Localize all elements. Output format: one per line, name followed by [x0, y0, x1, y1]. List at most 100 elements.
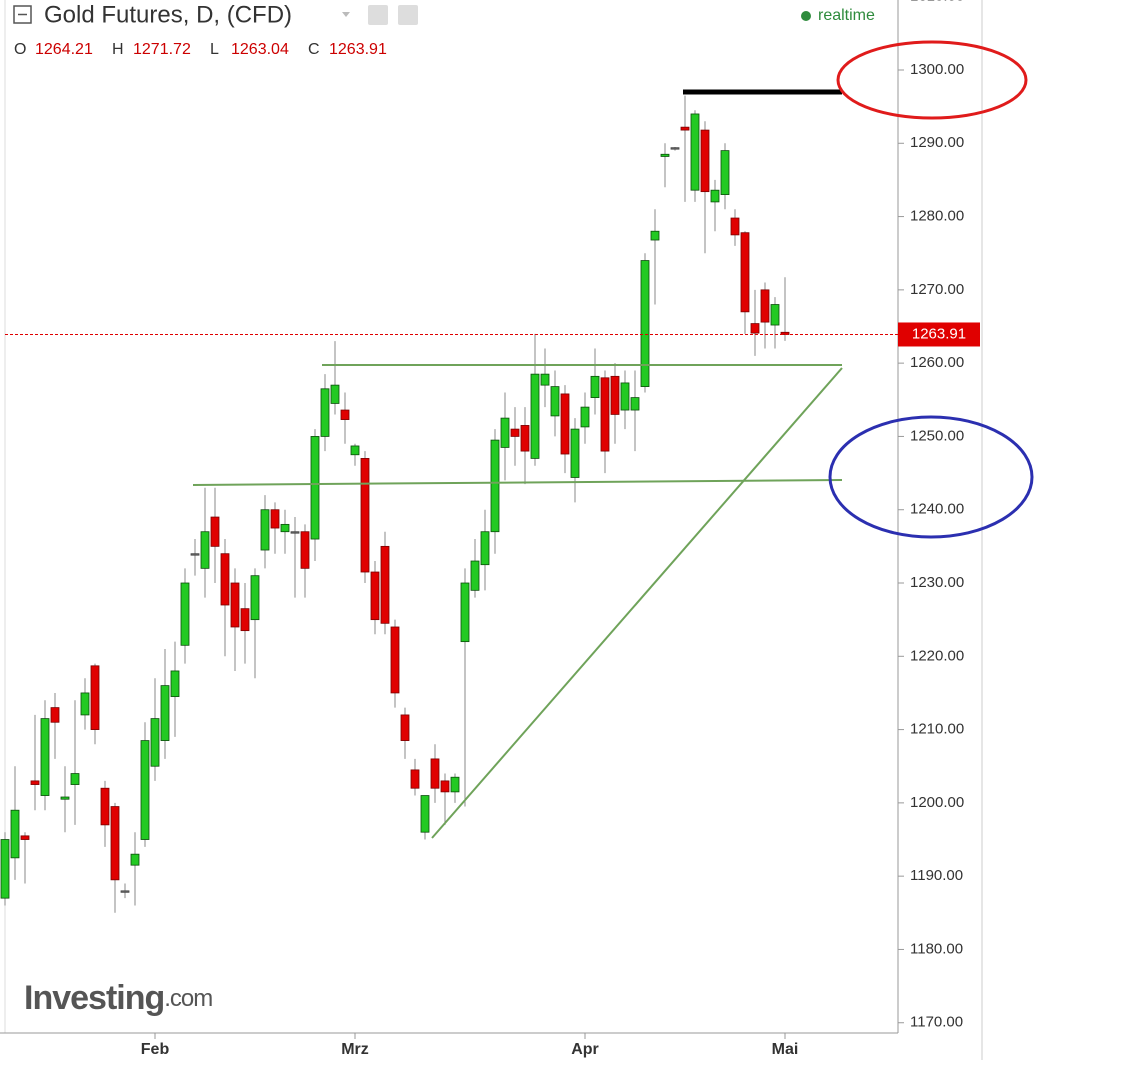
collapse-icon[interactable] — [13, 5, 32, 24]
candle-body — [330, 384, 340, 404]
y-tick-label: 1190.00 — [910, 867, 963, 884]
candle-body — [100, 787, 110, 826]
candle-body — [60, 796, 70, 800]
dropdown-icon[interactable] — [342, 12, 350, 17]
logo-suffix: .com — [164, 985, 212, 1012]
y-tick-label: 1300.00 — [910, 61, 964, 78]
candle-body — [590, 375, 600, 398]
candle-body — [260, 509, 270, 551]
candle-body — [160, 685, 170, 741]
ohlc-value: 1264.21 — [35, 41, 93, 58]
ohlc-value: 1263.91 — [329, 41, 387, 58]
candle-body — [650, 230, 660, 241]
candle-body — [180, 582, 190, 646]
candle-body — [600, 377, 610, 452]
candle-body — [610, 375, 620, 415]
y-tick-label: 1250.00 — [910, 427, 964, 444]
y-tick-label: 1280.00 — [910, 208, 964, 225]
candle-body — [0, 839, 10, 899]
candle-body — [310, 436, 320, 540]
candle-body — [730, 217, 740, 236]
candle-body — [90, 665, 100, 730]
highlight-ellipse — [836, 40, 1028, 120]
candle-body — [670, 147, 680, 150]
x-tick-label: Apr — [571, 1041, 599, 1058]
candle-body — [130, 853, 140, 866]
candle-body — [640, 260, 650, 387]
trendline — [431, 367, 843, 839]
candle-body — [550, 386, 560, 417]
candle-body — [240, 608, 250, 632]
candle-body — [770, 304, 780, 326]
x-tick-label: Feb — [141, 1041, 170, 1058]
y-tick-label: 1290.00 — [910, 134, 964, 151]
candle-body — [660, 153, 670, 157]
candle-body — [30, 780, 40, 785]
candle-body — [230, 582, 240, 628]
candle-body — [760, 289, 770, 323]
candle-body — [460, 582, 470, 643]
chart-title: Gold Futures, D, (CFD) — [44, 1, 292, 28]
y-tick-label: 1260.00 — [910, 354, 964, 371]
candle-body — [710, 189, 720, 203]
candle-body — [350, 445, 360, 456]
candle-body — [570, 428, 580, 478]
candle-body — [750, 323, 760, 334]
logo-main: Investing — [24, 979, 164, 1017]
y-tick-label: 1240.00 — [910, 501, 964, 518]
y-tick-label: 1220.00 — [910, 647, 964, 664]
candle-body — [740, 232, 750, 313]
highlight-ellipse — [828, 415, 1034, 539]
y-tick-label: 1200.00 — [910, 794, 964, 811]
last-price-tag — [898, 322, 980, 347]
candle-body — [190, 553, 200, 556]
candle-body — [700, 129, 710, 193]
candle-body — [520, 425, 530, 452]
candle-body — [620, 382, 630, 411]
candle-body — [480, 531, 490, 566]
candle-body — [580, 406, 590, 428]
candle-body — [340, 409, 350, 420]
settings-icon[interactable] — [398, 5, 418, 25]
candle-body — [440, 780, 450, 793]
candle-body — [20, 835, 30, 840]
candle-body — [540, 373, 550, 386]
candle-body — [680, 126, 690, 131]
candle-body — [210, 516, 220, 547]
candle-body — [470, 560, 480, 591]
candle-body — [560, 393, 570, 455]
y-tick-label: 1180.00 — [910, 940, 963, 957]
candle-body — [250, 575, 260, 621]
candle-body — [320, 388, 330, 437]
ohlc-letter: O — [14, 41, 26, 58]
candle-body — [40, 718, 50, 796]
x-tick-label: Mai — [772, 1041, 799, 1058]
candle-body — [70, 773, 80, 785]
candle-body — [150, 718, 160, 767]
x-tick-label: Mrz — [341, 1041, 369, 1058]
candle-body — [510, 428, 520, 437]
candle-body — [530, 373, 540, 459]
candle-body — [80, 692, 90, 716]
candle-body — [380, 545, 390, 624]
candle-body — [110, 806, 120, 881]
candle-body — [10, 809, 20, 859]
ohlc-value: 1271.72 — [133, 41, 191, 58]
plot-area: 1170.00 1180.00 1190.00 1200.00 1210.00 1220.… — [0, 0, 983, 1060]
candle-body — [410, 769, 420, 789]
eye-icon[interactable] — [368, 5, 388, 25]
candle-body — [170, 670, 180, 698]
candle-body — [720, 150, 730, 195]
status-dot — [801, 11, 811, 21]
y-tick-label: 1310.00 — [910, 0, 964, 5]
ohlc-letter: C — [308, 41, 320, 58]
y-tick-label: 1270.00 — [910, 281, 964, 298]
candle-body — [120, 890, 130, 893]
candle-body — [300, 531, 310, 569]
candle-body — [390, 626, 400, 694]
ohlc-letter: H — [112, 41, 124, 58]
candle-body — [400, 714, 410, 741]
ohlc-readout: O 1264.21 H 1271.72 L 1263.04 C 1263.91 — [14, 41, 387, 58]
ohlc-value: 1263.04 — [231, 41, 289, 58]
